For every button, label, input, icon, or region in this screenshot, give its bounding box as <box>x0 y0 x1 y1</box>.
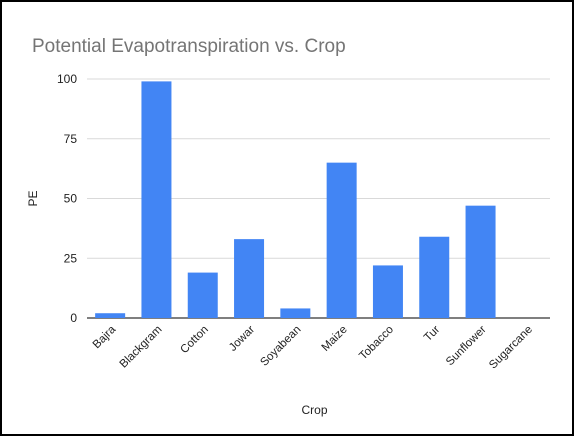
y-tick-label: 75 <box>64 132 78 146</box>
x-axis-label: Crop <box>301 403 327 417</box>
y-axis-label: PE <box>26 190 40 206</box>
y-tick-label: 25 <box>64 251 78 265</box>
bar-sunflower <box>465 205 496 318</box>
x-tick-label: Bajra <box>91 323 119 351</box>
x-tick-labels: Bajra Blackgram Cotton Jowar Soyabean Maize To… <box>91 323 535 371</box>
y-tick-label: 100 <box>57 72 77 86</box>
bar-bajra <box>95 313 126 318</box>
x-tick-label: Jowar <box>227 324 257 354</box>
x-tick-label: Soyabean <box>258 324 303 369</box>
x-tick-label: Sunflower <box>444 324 489 369</box>
y-tick-label: 0 <box>70 311 77 325</box>
x-tick-label: Blackgram <box>118 324 165 371</box>
bars <box>95 81 496 318</box>
bar-soyabean <box>280 308 311 318</box>
bar-cotton <box>187 272 218 318</box>
y-tick-label: 50 <box>64 192 78 206</box>
bar-maize <box>326 162 357 318</box>
x-tick-label: Tur <box>422 324 443 345</box>
bar-tur <box>419 236 450 318</box>
bar-blackgram <box>141 81 172 318</box>
bar-tobacco <box>372 265 403 318</box>
y-tick-labels: 0 25 50 75 100 <box>57 72 77 325</box>
x-tick-label: Tobacco <box>357 324 396 363</box>
x-tick-label: Sugarcane <box>487 324 535 372</box>
x-tick-label: Maize <box>320 324 350 354</box>
chart-title: Potential Evapotranspiration vs. Crop <box>32 36 346 57</box>
x-tick-label: Cotton <box>178 324 210 356</box>
bar-jowar <box>234 239 265 318</box>
